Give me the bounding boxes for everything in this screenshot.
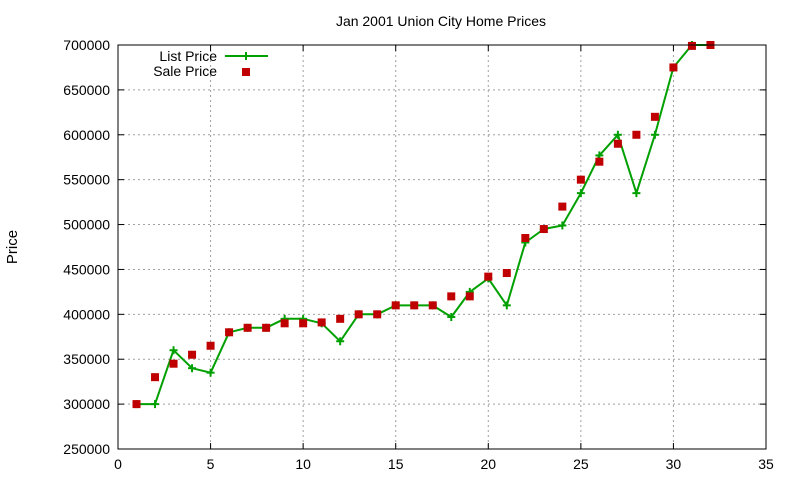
y-tick-label: 450000 [63, 261, 110, 277]
y-tick-label: 600000 [63, 127, 110, 143]
legend-label-list-price: List Price [159, 48, 217, 64]
list-price-point [151, 400, 160, 409]
sale-price-point [447, 292, 456, 301]
legend: List Price Sale Price [153, 48, 268, 79]
sale-price-point [687, 41, 696, 50]
y-axis-label: Price [4, 230, 21, 264]
sale-price-point [632, 130, 641, 139]
list-price-point [502, 301, 511, 310]
series [132, 41, 715, 409]
list-price-point [336, 337, 345, 346]
sale-price-point [521, 234, 530, 243]
list-price-point [206, 368, 215, 377]
sale-price-point [206, 341, 215, 350]
sale-price-point [132, 400, 141, 409]
sale-price-point [428, 301, 437, 310]
y-tick-label: 550000 [63, 172, 110, 188]
sale-price-point [650, 112, 659, 121]
x-tick-label: 10 [295, 456, 311, 472]
sale-price-point [465, 292, 474, 301]
x-tick-label: 25 [573, 456, 589, 472]
sale-price-point [558, 202, 567, 211]
legend-swatch-list-price-marker [242, 52, 250, 60]
sale-price-point [317, 318, 326, 327]
sale-price-point [299, 319, 308, 328]
plot-frame [117, 44, 767, 450]
sale-price-point [669, 63, 678, 72]
x-tick-label: 30 [666, 456, 682, 472]
sale-price-point [243, 323, 252, 332]
legend-swatch-sale-price-marker [242, 68, 250, 76]
y-tick-label: 400000 [63, 306, 110, 322]
y-tick-label: 300000 [63, 396, 110, 412]
sale-price-point [484, 272, 493, 281]
sale-price-point [410, 301, 419, 310]
sale-price-point [373, 310, 382, 319]
sale-price-point [225, 328, 234, 337]
y-tick-label: 500000 [63, 217, 110, 233]
sale-price-point [336, 314, 345, 323]
list-price-point [576, 189, 585, 198]
y-tick-label: 700000 [63, 37, 110, 53]
sale-price-point [595, 157, 604, 166]
sale-price-point [151, 373, 160, 382]
sale-price-point [539, 225, 548, 234]
list-price-point [558, 221, 567, 230]
list-price-point [447, 313, 456, 322]
x-tick-label: 5 [207, 456, 215, 472]
x-tick-label: 15 [388, 456, 404, 472]
sale-price-point [391, 301, 400, 310]
sale-price-point [169, 359, 178, 368]
list-price-point [650, 130, 659, 139]
x-tick-label: 20 [480, 456, 496, 472]
y-tick-label: 250000 [63, 441, 110, 457]
list-price-point [188, 364, 197, 373]
y-tick-label: 350000 [63, 351, 110, 367]
sale-price-point [613, 139, 622, 148]
list-price-point [613, 130, 622, 139]
x-tick-label: 35 [758, 456, 774, 472]
sale-price-point [576, 175, 585, 184]
sale-price-point [188, 350, 197, 359]
legend-label-sale-price: Sale Price [153, 63, 217, 79]
x-tick-label: 0 [114, 456, 122, 472]
list-price-point [169, 346, 178, 355]
list-price-point [632, 189, 641, 198]
chart-title: Jan 2001 Union City Home Prices [336, 13, 546, 29]
sale-price-point [262, 323, 271, 332]
sale-price-point [280, 319, 289, 328]
sale-price-point [354, 310, 363, 319]
grid [118, 45, 766, 449]
y-tick-label: 650000 [63, 82, 110, 98]
ticks: 0 5 10 15 20 25 30 35 250000 300000 350000 400000 45… [63, 37, 774, 472]
sale-price-point [502, 269, 511, 278]
